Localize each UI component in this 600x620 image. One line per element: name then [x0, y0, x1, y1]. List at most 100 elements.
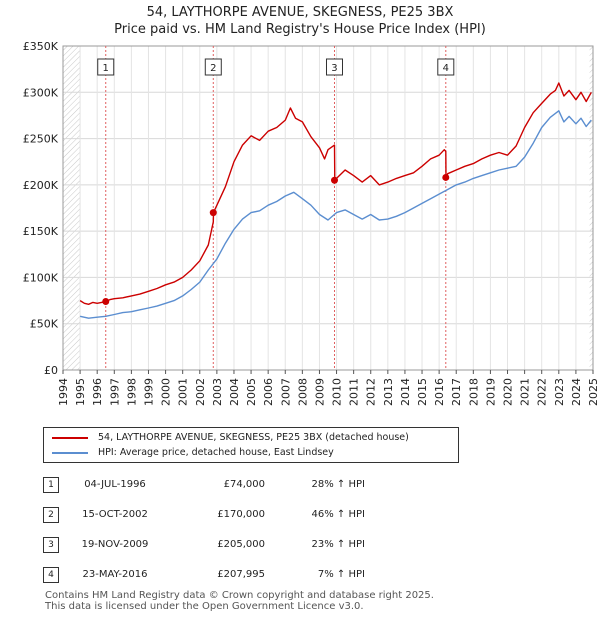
sale-markers-lines: [105, 46, 447, 370]
x-tick-label: 2020: [502, 378, 515, 406]
sale-hpi-change: 23% ↑ HPI: [311, 539, 365, 550]
sale-point: [442, 173, 450, 181]
legend-item-hpi: HPI: Average price, detached house, East…: [52, 446, 334, 460]
x-tick-label: 2007: [279, 378, 292, 406]
x-tick-label: 2008: [296, 378, 309, 406]
sale-hpi-change: 46% ↑ HPI: [311, 509, 365, 520]
sale-label-text: 1: [103, 63, 109, 74]
x-tick-label: 2011: [348, 378, 361, 406]
x-tick-label: 1994: [57, 378, 70, 406]
x-tick-label: 2018: [467, 378, 480, 406]
x-tick-label: 2012: [365, 378, 378, 406]
x-tick-label: 1997: [108, 378, 121, 406]
y-tick-label: £0: [44, 364, 58, 377]
sale-price: £74,000: [223, 479, 265, 490]
x-tick-label: 1998: [125, 378, 138, 406]
x-tick-label: 2014: [399, 378, 412, 406]
sale-number: 1: [43, 477, 59, 493]
y-tick-label: £150K: [23, 225, 59, 238]
legend-label-hpi: HPI: Average price, detached house, East…: [98, 447, 334, 458]
x-tick-label: 2013: [382, 378, 395, 406]
x-tick-label: 2002: [194, 378, 207, 406]
x-tick-label: 1999: [142, 378, 155, 406]
sale-label-text: 3: [331, 63, 337, 74]
x-tick-label: 2024: [570, 378, 583, 406]
chart: 1 2 3 4 £0 £50K £100K £150K £200K £250K £300K £350…: [23, 40, 600, 406]
legend-swatch-hpi: [52, 451, 88, 454]
x-tick-label: 2019: [484, 378, 497, 406]
sale-hpi-change: 28% ↑ HPI: [311, 479, 365, 490]
x-tick-label: 2003: [211, 378, 224, 406]
sale-label-box: [204, 58, 222, 76]
x-tick-label: 2000: [160, 378, 173, 406]
table-row: 1 04-JUL-1996 £74,000 28% ↑ HPI: [0, 474, 600, 494]
x-tick-label: 1996: [91, 378, 104, 406]
sale-date: 04-JUL-1996: [84, 479, 146, 490]
chart-title-line1: 54, LAYTHORPE AVENUE, SKEGNESS, PE25 3BX: [146, 5, 454, 20]
y-tick-label: £200K: [23, 179, 59, 192]
table-row: 2 15-OCT-2002 £170,000 46% ↑ HPI: [0, 504, 600, 524]
x-tick-label: 2021: [519, 378, 532, 406]
sale-point: [209, 209, 217, 217]
x-tick-label: 2015: [416, 378, 429, 406]
legend-swatch-property: [52, 436, 88, 439]
sale-number: 2: [43, 507, 59, 523]
x-tick-label: 2006: [262, 378, 275, 406]
sale-label-box: [97, 58, 115, 76]
sale-number: 4: [43, 567, 59, 583]
x-axis: 1994 1995 1996 1997 1998 1999 2000 2001 2002 2003…: [57, 370, 600, 406]
plot-border: [62, 45, 594, 371]
x-tick-label: 2001: [177, 378, 190, 406]
sale-price: £207,995: [217, 569, 265, 580]
sale-number: 3: [43, 537, 59, 553]
table-row: 3 19-NOV-2009 £205,000 23% ↑ HPI: [0, 534, 600, 554]
x-tick-label: 2025: [587, 378, 600, 406]
chart-title-line2: Price paid vs. HM Land Registry's House …: [114, 22, 486, 37]
plot-background: [63, 46, 593, 370]
sale-price: £205,000: [217, 539, 265, 550]
y-axis: £0 £50K £100K £150K £200K £250K £300K £350K: [23, 40, 59, 377]
sale-points: [102, 173, 450, 305]
chart-title: 54, LAYTHORPE AVENUE, SKEGNESS, PE25 3BX…: [0, 4, 600, 38]
legend-label-property: 54, LAYTHORPE AVENUE, SKEGNESS, PE25 3BX…: [98, 432, 409, 443]
sale-label-text: 2: [210, 63, 216, 74]
legend: 54, LAYTHORPE AVENUE, SKEGNESS, PE25 3BX…: [43, 427, 459, 463]
y-tick-label: £350K: [23, 40, 59, 53]
y-tick-label: £300K: [23, 86, 59, 99]
footer-licence: This data is licensed under the Open Gov…: [45, 601, 364, 612]
hatched-region-end: [589, 46, 593, 370]
x-tick-label: 2023: [553, 378, 566, 406]
x-tick-label: 2009: [313, 378, 326, 406]
x-tick-label: 2017: [450, 378, 463, 406]
sale-label-box: [437, 58, 455, 76]
sale-date: 19-NOV-2009: [81, 539, 149, 550]
sale-point: [330, 176, 338, 184]
series-lines: [79, 82, 592, 319]
series-line-property: [79, 82, 592, 305]
x-tick-label: 1995: [74, 378, 87, 406]
footer-copyright: Contains HM Land Registry data © Crown c…: [45, 590, 434, 601]
sale-price: £170,000: [217, 509, 265, 520]
x-tick-label: 2016: [433, 378, 446, 406]
legend-item-property: 54, LAYTHORPE AVENUE, SKEGNESS, PE25 3BX…: [52, 431, 409, 445]
sale-date: 15-OCT-2002: [82, 509, 148, 520]
sale-label-box: [325, 58, 343, 76]
table-row: 4 23-MAY-2016 £207,995 7% ↑ HPI: [0, 564, 600, 584]
sale-label-text: 4: [443, 63, 449, 74]
x-tick-label: 2010: [331, 378, 344, 406]
sale-date: 23-MAY-2016: [82, 569, 148, 580]
hatched-region-start: [63, 46, 81, 370]
gridlines: [62, 45, 594, 371]
series-line-hpi: [79, 110, 592, 319]
y-tick-label: £100K: [23, 271, 59, 284]
plot-area: [63, 46, 593, 370]
sale-label-boxes: 1 2 3 4: [97, 58, 455, 76]
y-tick-label: £250K: [23, 133, 59, 146]
y-tick-label: £50K: [30, 318, 59, 331]
footer: Contains HM Land Registry data © Crown c…: [45, 590, 434, 612]
x-tick-label: 2004: [228, 378, 241, 406]
sale-hpi-change: 7% ↑ HPI: [317, 569, 365, 580]
x-tick-label: 2022: [536, 378, 549, 406]
sale-point: [102, 297, 110, 305]
x-tick-label: 2005: [245, 378, 258, 406]
